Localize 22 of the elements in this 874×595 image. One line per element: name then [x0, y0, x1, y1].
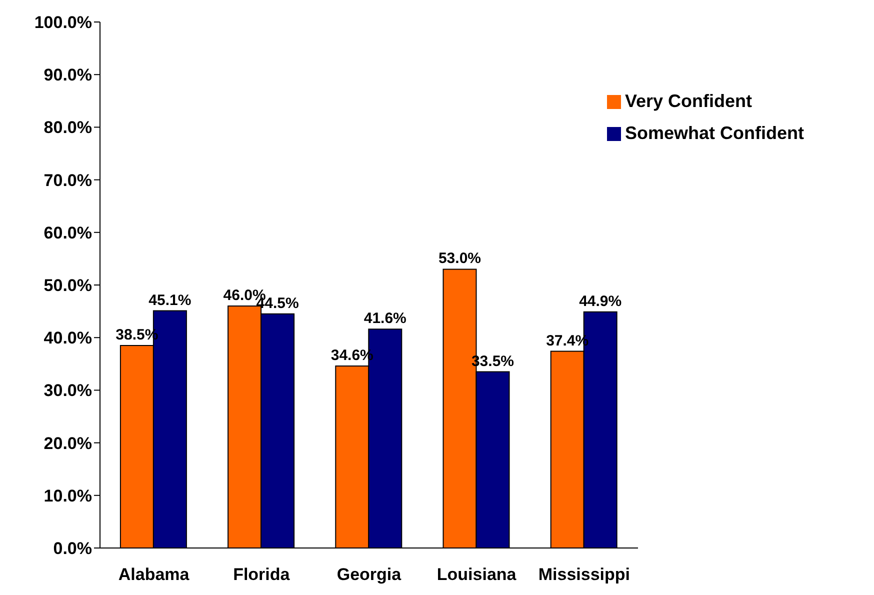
- x-tick-label: Mississippi: [538, 565, 630, 584]
- x-tick-label: Georgia: [336, 565, 402, 584]
- legend-label: Somewhat Confident: [625, 123, 804, 143]
- y-tick-label: 40.0%: [44, 328, 92, 348]
- data-label: 53.0%: [438, 250, 482, 268]
- y-tick-label: 70.0%: [44, 170, 92, 190]
- y-tick-label: 100.0%: [34, 13, 92, 32]
- y-tick-label: 20.0%: [44, 434, 92, 453]
- y-tick-label: 50.0%: [44, 276, 92, 296]
- data-label: 44.9%: [579, 292, 622, 310]
- x-tick-label: Alabama: [118, 565, 190, 584]
- data-label: 45.1%: [148, 292, 192, 309]
- y-tick-label: 80.0%: [44, 118, 92, 138]
- y-tick-label: 30.0%: [44, 381, 92, 400]
- data-label: 41.6%: [364, 310, 406, 328]
- x-tick-label: Louisiana: [436, 565, 517, 584]
- legend-label: Very Confident: [625, 91, 752, 111]
- y-tick-label: 0.0%: [53, 539, 92, 558]
- x-tick-label: Florida: [233, 565, 290, 584]
- y-tick-label: 90.0%: [44, 66, 92, 85]
- y-tick-label: 60.0%: [44, 223, 92, 242]
- y-tick-label: 10.0%: [44, 486, 92, 506]
